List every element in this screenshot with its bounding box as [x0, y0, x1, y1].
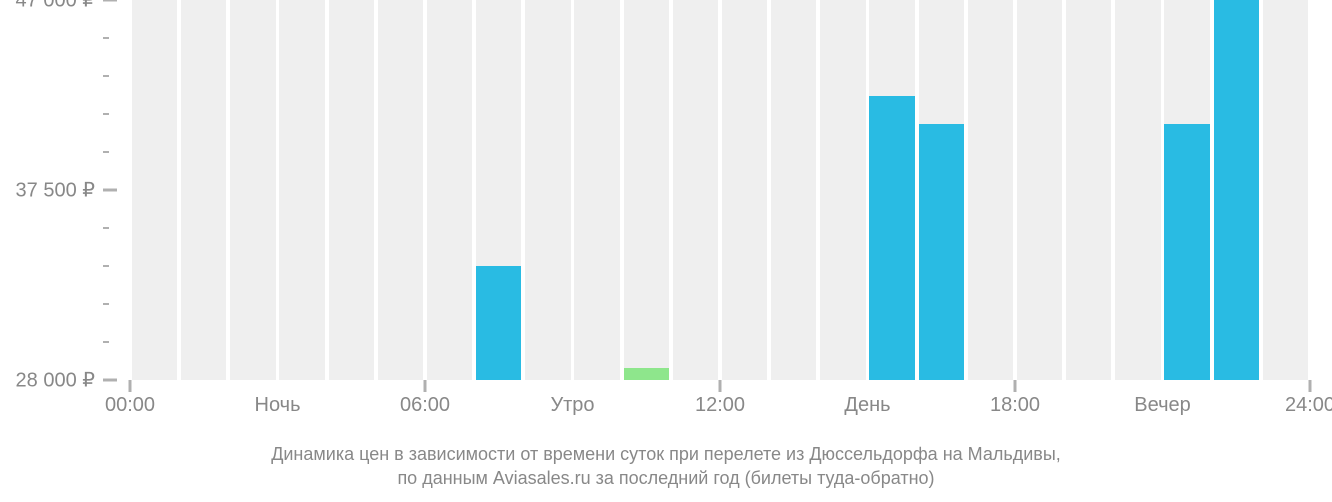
x-axis: 00:00Ночь06:00Утро12:00День18:00Вечер24:… [130, 380, 1310, 430]
y-minor-tick [103, 37, 109, 39]
hour-slot [673, 0, 718, 380]
hour-slot [427, 0, 472, 380]
price-bar[interactable] [1164, 124, 1209, 380]
x-tick-label: Ночь [255, 394, 301, 417]
hour-slot [1214, 0, 1259, 380]
y-tick-label: 37 500 ₽ [16, 178, 95, 203]
hour-slot [820, 0, 865, 380]
x-tick-label: 18:00 [990, 394, 1040, 417]
hour-slot [1017, 0, 1062, 380]
y-minor-tick [103, 227, 109, 229]
hour-slot [1263, 0, 1308, 380]
y-tick-mark [103, 189, 117, 192]
x-tick-label: 06:00 [400, 394, 450, 417]
x-tick-mark [1014, 380, 1017, 392]
y-minor-tick [103, 75, 109, 77]
hour-slot [230, 0, 275, 380]
x-tick-label: 24:00 [1285, 394, 1332, 417]
y-tick-mark [103, 379, 117, 382]
hour-slot [624, 0, 669, 380]
y-minor-tick [103, 113, 109, 115]
x-tick-label: 12:00 [695, 394, 745, 417]
x-tick-label: Вечер [1134, 394, 1190, 417]
x-tick-label: Утро [550, 394, 594, 417]
y-tick-mark [103, 0, 117, 2]
y-axis: 47 000 ₽37 500 ₽28 000 ₽ [0, 0, 125, 380]
hour-slot [181, 0, 226, 380]
y-tick-label: 28 000 ₽ [16, 368, 95, 393]
y-tick-label: 47 000 ₽ [16, 0, 95, 13]
plot-area [130, 0, 1310, 380]
price-bar-min[interactable] [624, 368, 669, 380]
hour-slot [132, 0, 177, 380]
x-tick-mark [424, 380, 427, 392]
x-tick-mark [1309, 380, 1312, 392]
caption-line-2: по данным Aviasales.ru за последний год … [0, 466, 1332, 490]
hour-slot [968, 0, 1013, 380]
x-tick-mark [129, 380, 132, 392]
y-minor-tick [103, 151, 109, 153]
y-minor-tick [103, 341, 109, 343]
hour-slot [1164, 0, 1209, 380]
price-bar[interactable] [476, 266, 521, 380]
hour-slot [476, 0, 521, 380]
caption-line-1: Динамика цен в зависимости от времени су… [0, 442, 1332, 466]
x-tick-label: День [844, 394, 890, 417]
price-bar[interactable] [1214, 0, 1259, 380]
x-tick-mark [719, 380, 722, 392]
price-bar[interactable] [919, 124, 964, 380]
hour-slot [771, 0, 816, 380]
hour-slot [919, 0, 964, 380]
hour-slot [1066, 0, 1111, 380]
hour-slot [329, 0, 374, 380]
price-bar[interactable] [869, 96, 914, 380]
x-tick-label: 00:00 [105, 394, 155, 417]
hour-slot [525, 0, 570, 380]
hour-slot [1115, 0, 1160, 380]
price-by-hour-chart: 47 000 ₽ 37 500 ₽ 28 000 ₽ 00:00 Ночь 06:00 У… [0, 0, 1332, 502]
hour-slot [279, 0, 324, 380]
y-minor-tick [103, 265, 109, 267]
hour-slot [722, 0, 767, 380]
hour-slot [378, 0, 423, 380]
hour-slot [574, 0, 619, 380]
hour-slot [869, 0, 914, 380]
y-minor-tick [103, 303, 109, 305]
